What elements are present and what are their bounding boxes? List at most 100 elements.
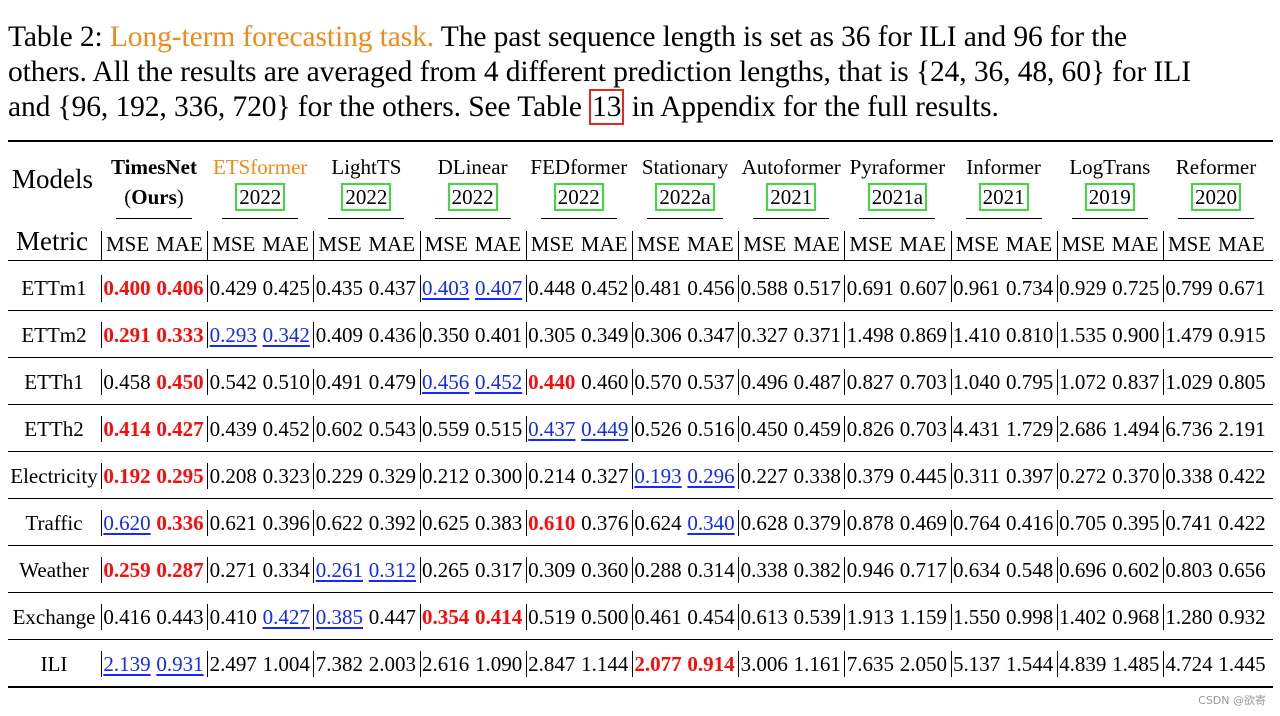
table-cell: 0.317 xyxy=(474,558,523,582)
table-cell: 0.395 xyxy=(1112,511,1160,535)
dataset-label-electricity: Electricity xyxy=(10,464,98,488)
citation-link[interactable]: 2022 xyxy=(553,183,604,211)
table-cell: 0.327 xyxy=(740,323,788,347)
table-cell: 1.144 xyxy=(581,652,629,676)
column-separator xyxy=(738,369,740,395)
mse-header: MSE xyxy=(318,232,362,256)
column-separator xyxy=(525,322,527,348)
table-cell: 0.548 xyxy=(1005,558,1054,582)
citation-link[interactable]: 2022 xyxy=(341,183,392,211)
citation-link[interactable]: 2022 xyxy=(235,183,286,211)
table-cell: 0.481 xyxy=(634,276,682,300)
model-header-underline xyxy=(859,218,936,219)
column-separator xyxy=(101,416,102,442)
table-cell: 0.347 xyxy=(687,323,735,347)
model-year-fedformer[interactable]: 2022 xyxy=(526,183,632,211)
table-cell: 0.425 xyxy=(262,276,310,300)
model-name-fedformer: FEDformer xyxy=(530,155,628,179)
column-separator xyxy=(632,322,633,348)
citation-link[interactable]: 2021a xyxy=(867,183,928,211)
column-separator xyxy=(313,463,315,489)
model-year-stationary[interactable]: 2022a xyxy=(632,183,738,211)
model-year-timesnet: (Ours) xyxy=(124,185,184,209)
column-separator xyxy=(207,510,209,536)
caption-text-4: in Appendix for the full results. xyxy=(624,91,999,123)
model-year-etsformer[interactable]: 2022 xyxy=(207,183,313,211)
table-cell: 0.610 xyxy=(528,511,576,535)
citation-link[interactable]: 2019 xyxy=(1084,183,1135,211)
table-cell: 0.559 xyxy=(421,417,470,441)
model-year-autoformer[interactable]: 2021 xyxy=(738,183,844,211)
mae-header: MAE xyxy=(899,232,947,256)
model-year-logtrans[interactable]: 2019 xyxy=(1057,183,1163,211)
table-cell: 0.350 xyxy=(421,323,470,347)
column-separator xyxy=(419,416,421,442)
table-cell: 0.517 xyxy=(793,276,841,300)
column-separator xyxy=(207,416,209,442)
table-cell: 0.382 xyxy=(793,558,841,582)
table-cell: 0.288 xyxy=(634,558,682,582)
column-separator xyxy=(419,463,421,489)
table-cell: 0.287 xyxy=(156,558,204,582)
column-separator xyxy=(738,231,740,260)
column-separator xyxy=(1163,231,1164,260)
caption-table-number: Table 2: xyxy=(8,21,110,53)
column-separator xyxy=(844,557,846,583)
model-year-pyraformer[interactable]: 2021a xyxy=(844,183,950,211)
table-cell: 0.261 xyxy=(315,558,364,582)
column-separator xyxy=(844,510,846,536)
table-cell: 0.826 xyxy=(846,417,895,441)
table-cell: 0.437 xyxy=(528,417,576,441)
table-ref-link[interactable]: 13 xyxy=(589,89,625,125)
citation-link[interactable]: 2021 xyxy=(766,183,817,211)
model-header-underline xyxy=(647,218,723,219)
model-year-lightts[interactable]: 2022 xyxy=(313,183,419,211)
column-separator xyxy=(632,231,633,260)
table-cell: 4.839 xyxy=(1059,652,1107,676)
column-separator xyxy=(207,369,209,395)
model-year-informer[interactable]: 2021 xyxy=(951,183,1057,211)
model-header-underline xyxy=(116,218,192,219)
model-name-etsformer: ETSformer xyxy=(212,155,308,179)
table-cell: 0.392 xyxy=(368,511,417,535)
column-separator xyxy=(101,322,102,348)
column-separator xyxy=(950,557,952,583)
column-separator xyxy=(950,369,952,395)
table-cell: 0.400 xyxy=(103,276,151,300)
model-year-reformer[interactable]: 2020 xyxy=(1163,183,1269,211)
table-cell: 0.968 xyxy=(1112,605,1160,629)
metric-header-label: Metric xyxy=(16,226,88,256)
citation-link[interactable]: 2021 xyxy=(978,183,1029,211)
table-cell: 0.272 xyxy=(1059,464,1107,488)
table-cell: 2.139 xyxy=(103,652,151,676)
column-separator xyxy=(101,463,102,489)
mse-header: MSE xyxy=(637,232,681,256)
column-separator xyxy=(632,510,633,536)
model-year-dlinear[interactable]: 2022 xyxy=(420,183,526,211)
table-cell: 0.459 xyxy=(793,417,841,441)
citation-link[interactable]: 2022 xyxy=(447,183,498,211)
column-separator xyxy=(101,231,102,260)
row-separator xyxy=(8,451,1273,452)
dataset-label-traffic: Traffic xyxy=(25,511,83,535)
table-cell: 0.625 xyxy=(421,511,470,535)
column-separator xyxy=(1163,322,1164,348)
model-header-underline xyxy=(222,218,299,219)
model-header-underline xyxy=(753,218,830,219)
column-separator xyxy=(207,322,209,348)
column-separator xyxy=(525,604,527,630)
table-cell: 1.004 xyxy=(262,652,310,676)
table-cell: 0.450 xyxy=(740,417,788,441)
table-cell: 0.703 xyxy=(899,370,948,394)
table-cell: 0.810 xyxy=(1005,323,1054,347)
table-cell: 0.717 xyxy=(899,558,948,582)
column-separator xyxy=(525,416,527,442)
table-cell: 0.634 xyxy=(952,558,1001,582)
citation-link[interactable]: 2022a xyxy=(655,183,715,211)
citation-link[interactable]: 2020 xyxy=(1191,183,1241,211)
mae-header: MAE xyxy=(1005,232,1053,256)
column-separator xyxy=(419,231,421,260)
table-cell: 0.338 xyxy=(740,558,788,582)
table-cell: 0.401 xyxy=(474,323,523,347)
mse-header: MSE xyxy=(530,232,574,256)
